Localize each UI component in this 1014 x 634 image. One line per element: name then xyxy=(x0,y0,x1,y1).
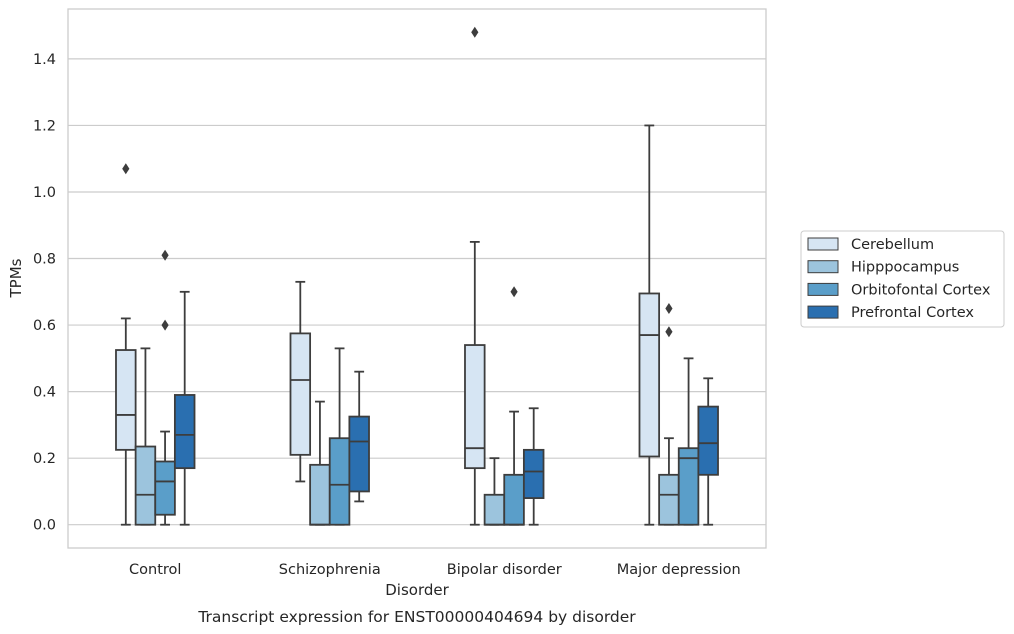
box-cerebellum xyxy=(289,280,312,483)
y-tick-label: 1.0 xyxy=(33,185,56,201)
legend-label: Orbitofontal Cortex xyxy=(851,282,991,298)
box-iqr xyxy=(522,448,545,499)
box-cerebellum xyxy=(638,124,661,526)
box-orbitofontal-cortex xyxy=(677,357,700,526)
legend-label: Hipppocampus xyxy=(851,260,959,276)
plot-frame xyxy=(67,8,767,549)
y-tick-label: 0.2 xyxy=(33,451,56,467)
outlier-point xyxy=(161,249,169,261)
box-hipppocampus xyxy=(309,400,331,526)
x-axis-label: Disorder xyxy=(385,581,449,599)
legend-label: Prefrontal Cortex xyxy=(851,305,974,321)
box-iqr xyxy=(134,445,157,526)
box-iqr xyxy=(638,292,661,458)
box-iqr xyxy=(677,447,700,526)
box-iqr xyxy=(503,473,525,526)
y-axis-label: TPMs xyxy=(7,258,25,298)
legend-swatch xyxy=(807,282,839,296)
y-tick-label: 0.4 xyxy=(33,385,56,401)
chart-title: Transcript expression for ENST0000040469… xyxy=(197,608,636,626)
x-tick-labels: Control Schizophrenia Bipolar disorder Majo… xyxy=(129,562,741,578)
box-orbitofontal-cortex xyxy=(154,249,176,526)
box-iqr xyxy=(658,473,680,526)
x-tick-label: Schizophrenia xyxy=(279,562,381,578)
legend-swatch xyxy=(807,305,839,319)
box-iqr xyxy=(483,493,506,526)
box-cerebellum xyxy=(464,26,486,526)
box-iqr xyxy=(464,344,486,470)
box-cerebellum xyxy=(115,163,137,526)
box-hipppocampus xyxy=(483,457,506,526)
box-iqr xyxy=(173,394,196,470)
x-tick-label: Bipolar disorder xyxy=(447,562,562,578)
outlier-point xyxy=(122,163,130,175)
box-iqr xyxy=(154,460,176,516)
boxes xyxy=(115,26,719,526)
box-prefrontal-cortex xyxy=(697,377,719,526)
box-prefrontal-cortex xyxy=(173,290,196,526)
box-iqr xyxy=(115,349,137,451)
outlier-point xyxy=(665,326,673,338)
gridlines xyxy=(68,58,766,526)
box-iqr xyxy=(289,332,312,456)
box-iqr xyxy=(348,415,370,493)
x-tick-label: Major depression xyxy=(617,562,741,578)
y-tick-labels: 0.0 0.2 0.4 0.6 0.8 1.0 1.2 1.4 xyxy=(33,52,56,534)
y-tick-label: 1.2 xyxy=(33,118,56,134)
box-prefrontal-cortex xyxy=(348,370,370,503)
outlier-point xyxy=(665,302,673,314)
box-iqr xyxy=(309,463,331,526)
box-orbitofontal-cortex xyxy=(503,286,525,526)
outlier-point xyxy=(471,26,479,38)
legend-swatch xyxy=(807,237,839,251)
box-iqr xyxy=(328,437,351,526)
box-prefrontal-cortex xyxy=(522,407,545,526)
y-tick-label: 0.0 xyxy=(33,518,56,534)
y-tick-label: 0.6 xyxy=(33,318,56,334)
legend-frame xyxy=(800,230,1005,328)
box-hipppocampus xyxy=(658,302,680,526)
outlier-point xyxy=(161,319,169,331)
box-iqr xyxy=(697,405,719,476)
legend: Cerebellum Hipppocampus Orbitofontal Corte… xyxy=(800,230,1005,328)
legend-label: Cerebellum xyxy=(851,237,934,253)
box-orbitofontal-cortex xyxy=(328,347,351,526)
box-hipppocampus xyxy=(134,347,157,526)
x-tick-label: Control xyxy=(129,562,181,578)
y-tick-label: 1.4 xyxy=(33,52,56,68)
y-tick-label: 0.8 xyxy=(33,252,56,268)
outlier-point xyxy=(510,286,518,298)
legend-swatch xyxy=(807,260,839,274)
